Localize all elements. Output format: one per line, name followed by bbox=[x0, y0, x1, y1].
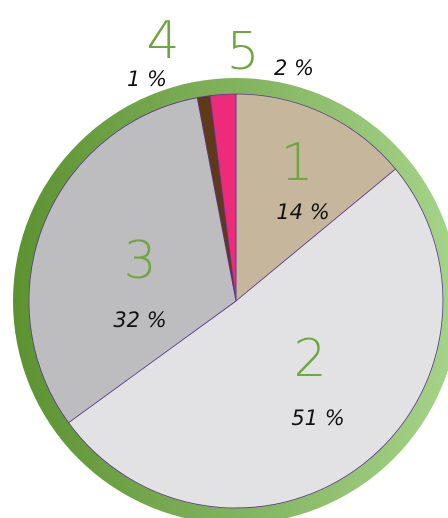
pie-slice-1 bbox=[235, 93, 397, 302]
pie-slices bbox=[28, 93, 444, 509]
slice-2-number: 2 bbox=[293, 329, 326, 389]
slice-4-percent: 1 % bbox=[127, 67, 167, 91]
slice-1-percent: 14 % bbox=[276, 200, 329, 224]
slice-1-number: 1 bbox=[280, 133, 313, 193]
pie-slice-2 bbox=[67, 168, 444, 509]
pie-slice-5 bbox=[209, 93, 237, 302]
pie-slice-3 bbox=[28, 97, 237, 424]
slice-5-percent: 2 % bbox=[274, 56, 314, 80]
slice-3-number: 3 bbox=[123, 231, 156, 291]
slice-4-number: 4 bbox=[146, 11, 179, 71]
slice-2-percent: 51 % bbox=[291, 406, 344, 430]
slice-3-percent: 32 % bbox=[113, 308, 166, 332]
slice-5-number: 5 bbox=[226, 22, 259, 82]
